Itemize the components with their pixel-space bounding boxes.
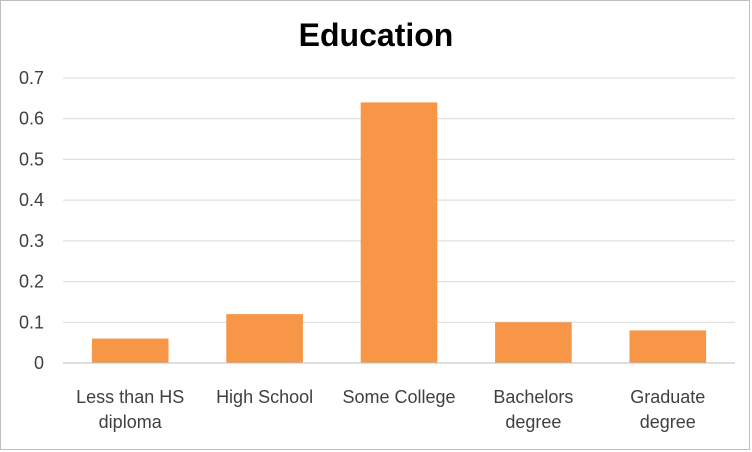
y-tick-label: 0.2 <box>19 272 44 292</box>
y-tick-label: 0.1 <box>19 312 44 332</box>
bar <box>91 338 169 363</box>
x-tick-label-line: Some College <box>342 387 455 407</box>
bar <box>360 102 438 363</box>
y-tick-label: 0.4 <box>19 190 44 210</box>
y-tick-label: 0.3 <box>19 231 44 251</box>
chart-title: Education <box>298 17 454 53</box>
y-tick-label: 0.6 <box>19 109 44 129</box>
x-tick-label: Graduate degree <box>630 387 705 432</box>
y-tick-label: 0.7 <box>19 68 44 88</box>
x-tick-label-line: Graduate <box>630 387 705 407</box>
x-tick-label-line: Less than HS <box>76 387 184 407</box>
y-tick-label: 0.5 <box>19 149 44 169</box>
x-tick-label-line: High School <box>216 387 313 407</box>
x-tick-label: High School <box>216 387 313 407</box>
bar <box>495 322 572 363</box>
bars <box>91 102 707 363</box>
x-tick-label-line: degree <box>505 412 561 432</box>
x-tick-label-line: diploma <box>99 412 163 432</box>
x-tick-label-line: degree <box>640 412 696 432</box>
bar <box>226 314 303 363</box>
x-tick-label: Some College <box>342 387 455 407</box>
bar <box>629 330 707 363</box>
x-tick-label: Less than HS diploma <box>76 387 184 432</box>
tick-labels: 0 0.1 0.2 0.3 0.4 0.5 0.6 0.7 Less than HS diplom… <box>19 68 705 432</box>
y-tick-label: 0 <box>34 353 44 373</box>
x-tick-label: Bachelors degree <box>493 387 573 432</box>
x-tick-label-line: Bachelors <box>493 387 573 407</box>
